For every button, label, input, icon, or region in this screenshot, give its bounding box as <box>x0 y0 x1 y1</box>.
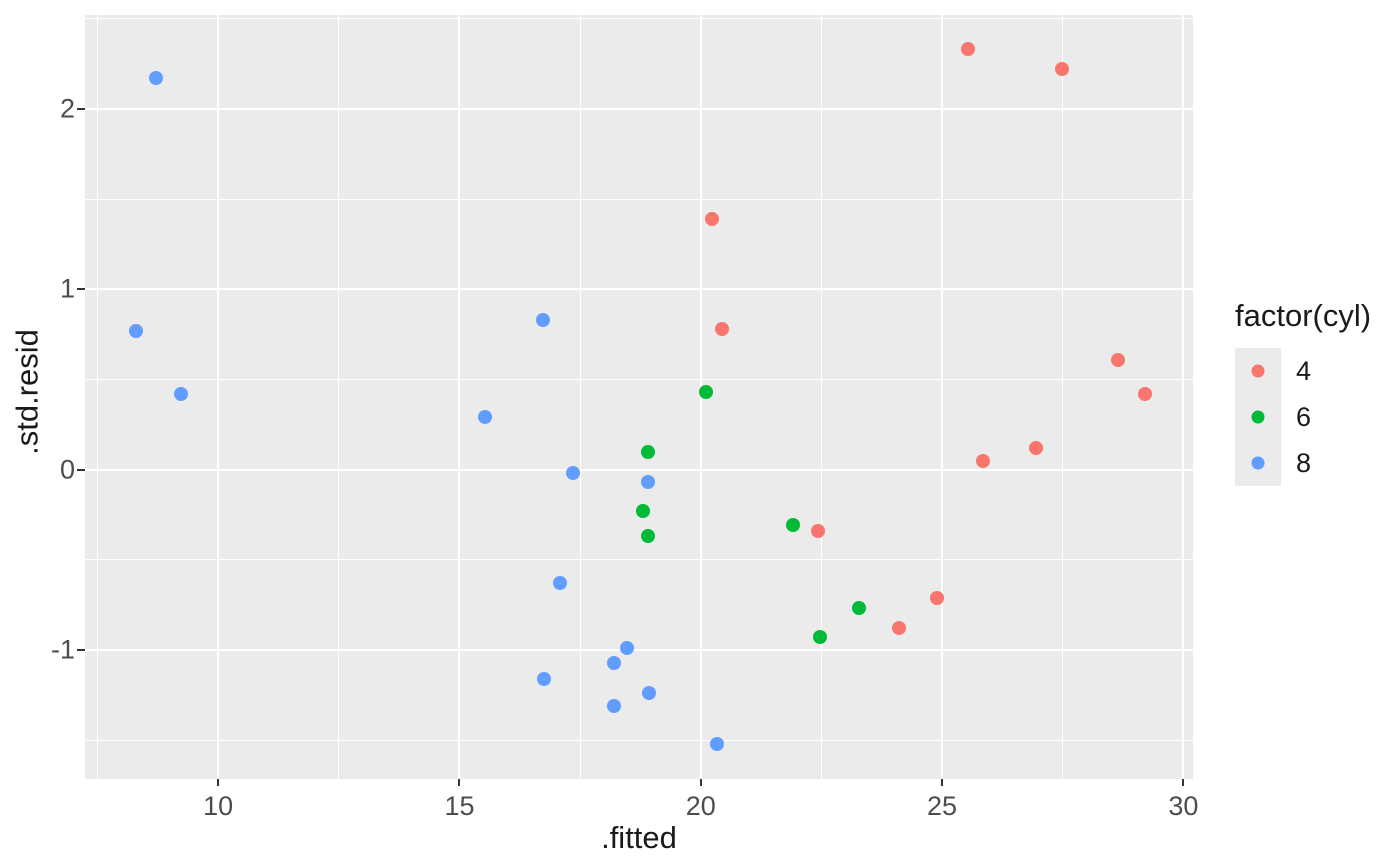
legend-key-row: 6 <box>1235 394 1371 440</box>
plot-panel <box>85 15 1193 779</box>
data-point-cyl8 <box>478 410 493 425</box>
gridline-major-x <box>217 15 220 779</box>
data-point-cyl6 <box>640 444 655 459</box>
gridline-major-x <box>1182 15 1185 779</box>
y-tick-mark <box>77 468 85 471</box>
y-tick-label: 0 <box>59 454 75 485</box>
gridline-major-x <box>458 15 461 779</box>
y-tick-mark <box>77 648 85 651</box>
x-tick-mark <box>458 779 461 786</box>
legend-key-label: 4 <box>1296 355 1312 386</box>
x-axis-title: .fitted <box>601 820 677 855</box>
gridline-minor-x <box>338 15 340 779</box>
y-tick-label: 2 <box>59 93 75 124</box>
data-point-cyl4 <box>1054 62 1069 77</box>
gridline-minor-y <box>85 18 1193 20</box>
x-tick-label: 20 <box>685 791 716 821</box>
x-tick-mark <box>1182 779 1185 786</box>
data-point-cyl6 <box>852 601 867 616</box>
legend-key-label: 6 <box>1296 401 1312 432</box>
data-point-cyl8 <box>640 475 655 490</box>
legend-key-row: 4 <box>1235 348 1371 394</box>
x-tick-label: 10 <box>203 791 234 821</box>
data-point-cyl4 <box>1137 386 1152 401</box>
gridline-minor-y <box>85 739 1193 741</box>
data-point-cyl4 <box>976 453 991 468</box>
legend-key-box <box>1235 348 1281 394</box>
data-point-cyl4 <box>929 590 944 605</box>
data-point-cyl4 <box>705 211 720 226</box>
data-point-cyl8 <box>607 655 622 670</box>
data-point-cyl4 <box>1028 440 1043 455</box>
data-point-cyl8 <box>710 736 725 751</box>
y-tick-mark <box>77 288 85 291</box>
legend-title: factor(cyl) <box>1235 298 1372 333</box>
gridline-minor-y <box>85 559 1193 561</box>
legend-key-dot <box>1251 410 1265 424</box>
y-tick-mark <box>77 107 85 110</box>
data-point-cyl8 <box>607 698 622 713</box>
y-tick-label: -1 <box>50 634 75 665</box>
data-point-cyl6 <box>635 504 650 519</box>
legend-key-dot <box>1251 364 1265 378</box>
data-point-cyl6 <box>640 529 655 544</box>
gridline-minor-y <box>85 198 1193 200</box>
y-tick-label: 1 <box>59 273 75 304</box>
data-point-cyl6 <box>786 518 801 533</box>
y-axis-title: .std.resid <box>9 329 45 455</box>
data-point-cyl8 <box>174 386 189 401</box>
legend-keys: 4 6 8 <box>1235 348 1371 486</box>
legend-key-row: 8 <box>1235 440 1371 486</box>
gridline-major-y <box>85 288 1193 291</box>
gridline-minor-x <box>97 15 99 779</box>
data-point-cyl6 <box>698 385 713 400</box>
data-point-cyl8 <box>642 686 657 701</box>
data-point-cyl8 <box>536 312 551 327</box>
x-tick-mark <box>699 779 702 786</box>
legend-key-box <box>1235 394 1281 440</box>
data-point-cyl8 <box>149 71 164 86</box>
data-point-cyl8 <box>565 466 580 481</box>
data-point-cyl8 <box>553 576 568 591</box>
data-point-cyl8 <box>619 641 634 656</box>
x-tick-mark <box>941 779 944 786</box>
legend-key-box <box>1235 440 1281 486</box>
gridline-minor-y <box>85 378 1193 380</box>
data-point-cyl8 <box>537 671 552 686</box>
gridline-major-y <box>85 648 1193 651</box>
legend: factor(cyl) 4 6 8 <box>1235 300 1371 486</box>
data-point-cyl4 <box>892 621 907 636</box>
gridline-minor-x <box>820 15 822 779</box>
data-point-cyl4 <box>960 42 975 57</box>
x-tick-label: 15 <box>444 791 475 821</box>
data-point-cyl8 <box>129 323 144 338</box>
data-point-cyl4 <box>715 321 730 336</box>
gridline-major-y <box>85 468 1193 471</box>
data-point-cyl4 <box>811 523 826 538</box>
data-point-cyl6 <box>813 630 828 645</box>
gridline-major-y <box>85 107 1193 110</box>
x-tick-label: 25 <box>927 791 958 821</box>
legend-key-label: 8 <box>1296 447 1312 478</box>
data-point-cyl4 <box>1111 352 1126 367</box>
gridline-minor-x <box>1062 15 1064 779</box>
gridline-major-x <box>941 15 944 779</box>
x-tick-label: 30 <box>1168 791 1199 821</box>
x-tick-mark <box>217 779 220 786</box>
gridline-minor-x <box>579 15 581 779</box>
legend-key-dot <box>1251 456 1265 470</box>
